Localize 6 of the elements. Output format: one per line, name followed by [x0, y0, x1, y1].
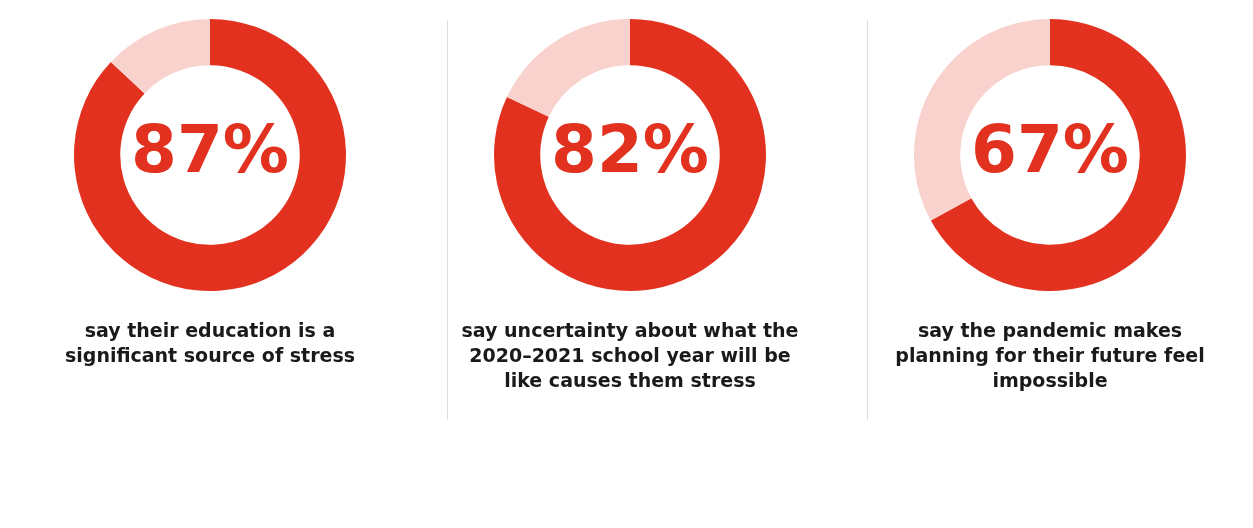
data-label: 67%	[971, 111, 1129, 189]
text: say uncertainty about what the 2020–2021 school year will be like causes them stress	[460, 318, 800, 393]
text: say their education is a significant source of stress	[63, 318, 357, 368]
data-label: 82%	[551, 111, 709, 189]
text: say the pandemic makes planning for their future feel impossible	[894, 318, 1206, 393]
data-label: 87%	[131, 111, 289, 189]
